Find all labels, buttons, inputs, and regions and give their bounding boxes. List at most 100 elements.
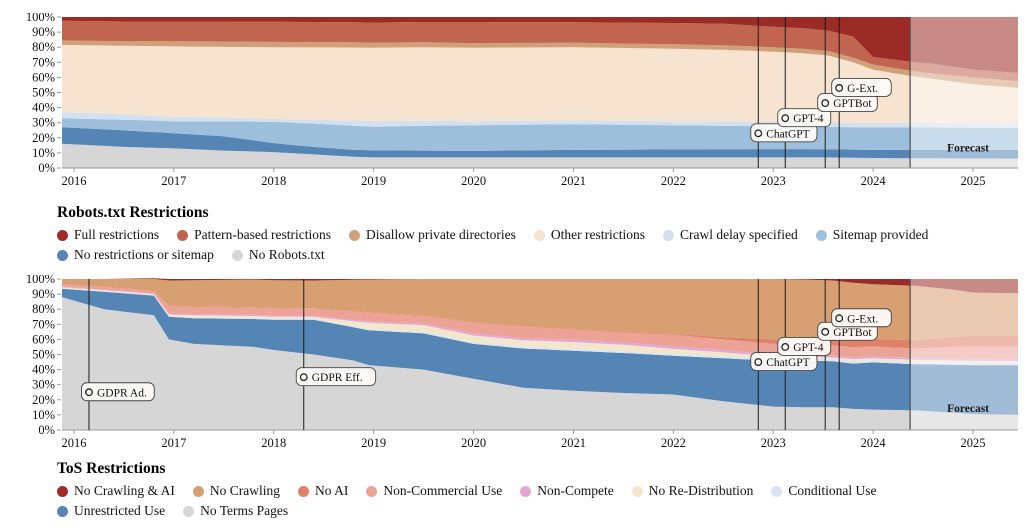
area-other-restrictions xyxy=(62,44,1018,124)
event-label-chatgpt: ChatGPT xyxy=(766,357,809,369)
area-non-commercial-use xyxy=(62,284,1018,359)
event-marker-chatgpt xyxy=(754,129,763,138)
legend-label-no-crawling: No Crawling xyxy=(209,483,280,498)
y-tick-label: 40% xyxy=(32,363,55,377)
event-label-box-gdpr-eff xyxy=(295,367,377,387)
legend-label-no-restrictions-or-sitemap: No restrictions or sitemap xyxy=(74,247,214,262)
legend-label-pattern-based-restrictions: Pattern-based restrictions xyxy=(194,227,331,242)
event-marker-gptbot xyxy=(821,99,830,108)
legend-item-no-crawling: No Crawling xyxy=(192,483,280,499)
event-label-box-gpt-4 xyxy=(777,108,832,128)
legend-swatch-no-robots-txt xyxy=(231,249,243,261)
event-marker-g-ext xyxy=(835,314,844,323)
legend-swatch-non-compete xyxy=(520,485,532,497)
area-no-robots-txt xyxy=(62,143,1018,168)
event-label-chatgpt: ChatGPT xyxy=(766,128,809,140)
legend-item-full-restrictions: Full restrictions xyxy=(57,227,159,243)
legend-label-disallow-private-directories: Disallow private directories xyxy=(365,227,516,242)
x-tick-label: 2025 xyxy=(961,174,986,188)
x-tick-label: 2016 xyxy=(61,436,86,450)
legend-label-no-ai: No AI xyxy=(315,483,349,498)
legend-item-non-commercial-use: Non-Commercial Use xyxy=(366,483,502,499)
tos-restrictions-chart: Forecast 0%10%20%30%40%50% 60%70%80%90%100… xyxy=(26,275,1018,450)
area-unrestricted-use xyxy=(62,288,1018,415)
y-tick-label: 70% xyxy=(32,55,55,69)
event-label-gptbot: GPTBot xyxy=(833,98,872,110)
y-tick-label: 0% xyxy=(38,161,55,175)
y-tick-label: 50% xyxy=(32,348,55,362)
legend-swatch-unrestricted-use xyxy=(57,505,68,517)
x-tick-label: 2017 xyxy=(161,174,186,188)
legend-swatch-no-restrictions-or-sitemap xyxy=(57,249,68,261)
x-tick-label: 2021 xyxy=(561,436,586,450)
x-tick-label: 2018 xyxy=(261,436,286,450)
y-tick-label: 10% xyxy=(32,408,55,422)
legend-item-no-crawling-ai: No Crawling & AI xyxy=(57,483,175,499)
event-marker-g-ext xyxy=(835,84,844,92)
y-tick-label: 90% xyxy=(32,287,55,301)
forecast-label: Forecast xyxy=(947,142,989,154)
legend-item-no-restrictions-or-sitemap: No restrictions or sitemap xyxy=(57,247,214,263)
legend-swatch-other-restrictions xyxy=(533,229,545,241)
legend-label-non-commercial-use: Non-Commercial Use xyxy=(383,483,503,498)
area-no-restrictions-or-sitemap xyxy=(62,127,1018,159)
legend-item-crawl-delay-specified: Crawl delay specified xyxy=(663,227,798,243)
legend-item-no-ai: No AI xyxy=(298,483,348,499)
y-tick-label: 0% xyxy=(38,423,55,437)
x-tick-label: 2024 xyxy=(861,174,887,188)
legend-swatch-disallow-private-directories xyxy=(348,229,360,241)
event-label-gpt-4: GPT-4 xyxy=(793,113,823,125)
event-label-box-gdpr-ad xyxy=(81,382,155,402)
y-tick-label: 80% xyxy=(32,302,55,316)
legend-swatch-no-crawling xyxy=(192,485,204,497)
x-tick-label: 2020 xyxy=(461,436,486,450)
y-tick-label: 40% xyxy=(32,101,55,115)
x-tick-label: 2017 xyxy=(161,436,186,450)
y-tick-label: 30% xyxy=(32,116,55,130)
y-tick-label: 30% xyxy=(32,378,55,392)
legend-label-conditional-use: Conditional Use xyxy=(788,483,877,498)
event-label-g-ext: G-Ext. xyxy=(847,313,878,325)
event-label-g-ext: G-Ext. xyxy=(847,83,878,95)
area-pattern-based-restrictions xyxy=(62,20,1018,82)
area-sitemap-provided xyxy=(62,118,1018,151)
event-label-box-g-ext xyxy=(831,78,892,97)
legend-item-conditional-use: Conditional Use xyxy=(771,483,876,499)
event-label-gdpr-eff: GDPR Eff. xyxy=(312,372,363,384)
x-tick-label: 2019 xyxy=(361,436,386,450)
x-tick-label: 2022 xyxy=(661,436,686,450)
legend-swatch-no-crawling-ai xyxy=(57,485,68,497)
forecast-label: Forecast xyxy=(947,403,989,415)
legend-swatch-non-commercial-use xyxy=(366,485,378,497)
area-no-crawling xyxy=(62,279,1018,341)
legend-swatch-full-restrictions xyxy=(57,229,68,241)
legend-swatch-no-re-distribution xyxy=(631,485,643,497)
x-tick-label: 2025 xyxy=(961,436,986,450)
x-tick-label: 2020 xyxy=(461,174,486,188)
y-tick-label: 80% xyxy=(32,40,55,54)
area-disallow-private-directories xyxy=(62,40,1018,88)
y-tick-label: 100% xyxy=(26,275,55,286)
legend-label-no-robots-txt: No Robots.txt xyxy=(248,247,325,262)
x-tick-label: 2022 xyxy=(661,174,686,188)
area-no-ai xyxy=(62,283,1018,349)
area-full-restrictions xyxy=(62,17,1018,73)
event-label-gptbot: GPTBot xyxy=(833,327,872,339)
x-tick-label: 2023 xyxy=(761,174,786,188)
y-tick-label: 60% xyxy=(32,70,55,84)
legend-label-sitemap-provided: Sitemap provided xyxy=(832,227,929,242)
legend-item-pattern-based-restrictions: Pattern-based restrictions xyxy=(177,227,331,243)
legend-item-sitemap-provided: Sitemap provided xyxy=(815,227,929,243)
robots-legend-items: Full restrictions Pattern-based restricti… xyxy=(57,227,1024,263)
x-tick-label: 2024 xyxy=(861,436,887,450)
event-marker-gdpr-ad xyxy=(85,388,93,397)
legend-item-non-compete: Non-Compete xyxy=(520,483,614,499)
event-label-box-gpt-4 xyxy=(777,337,832,356)
tos-legend: ToS Restrictions No Crawling & AI No Craw… xyxy=(57,460,907,519)
event-marker-chatgpt xyxy=(754,358,763,366)
legend-item-no-re-distribution: No Re-Distribution xyxy=(631,483,753,499)
event-label-box-g-ext xyxy=(831,308,892,328)
y-tick-label: 90% xyxy=(32,25,55,39)
x-tick-label: 2019 xyxy=(361,174,386,188)
robots-legend: Robots.txt Restrictions Full restriction… xyxy=(57,204,1024,263)
